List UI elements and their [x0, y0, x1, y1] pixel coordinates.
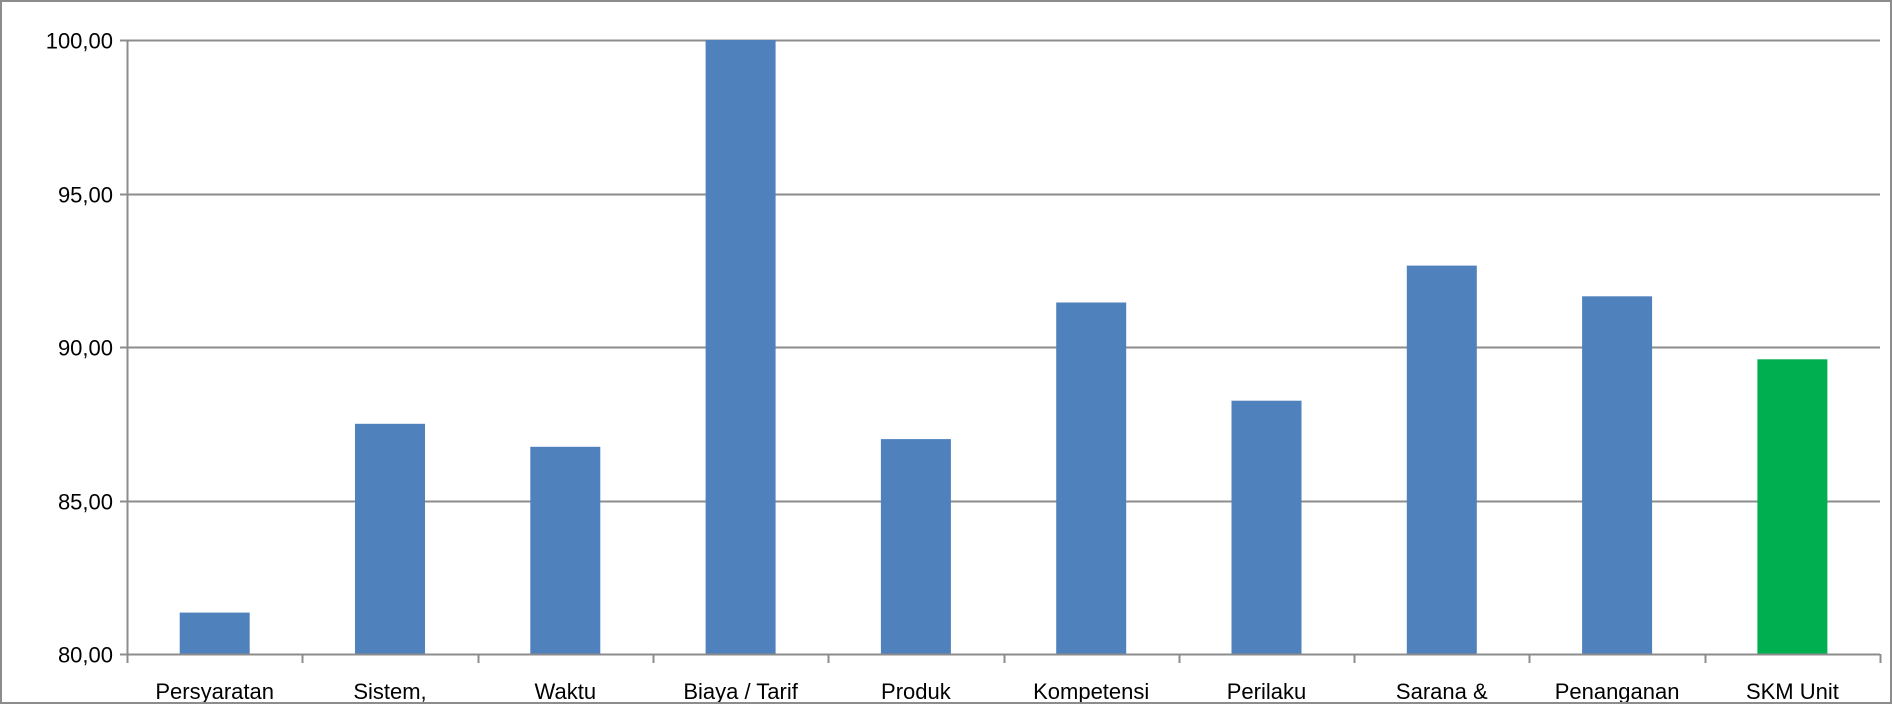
- x-tick-label: Persyaratan: [155, 679, 274, 702]
- x-tick-label: Penanganan: [1555, 679, 1680, 702]
- y-tick-label: 95,00: [58, 183, 113, 208]
- x-tick-label: Sarana &: [1396, 679, 1488, 702]
- y-tick-label: 80,00: [58, 643, 113, 668]
- bar-biaya-tarif: [705, 40, 776, 654]
- bar-persyaratan: [179, 612, 250, 654]
- x-tick-label: Produk: [881, 679, 952, 702]
- x-tick-label: Perilaku: [1227, 679, 1306, 702]
- bar-perilaku: [1231, 400, 1302, 654]
- y-tick-label: 85,00: [58, 490, 113, 515]
- bar-sistem: [355, 423, 425, 655]
- x-tick-label: Biaya / Tarif: [683, 679, 798, 702]
- bar-penanganan: [1582, 296, 1653, 654]
- bar-produk: [880, 439, 951, 654]
- x-tick-label: Kompetensi: [1033, 679, 1149, 702]
- bar-kompetensi: [1056, 302, 1127, 654]
- bar-waktu: [530, 446, 601, 654]
- bar-skm-unit: [1757, 359, 1828, 654]
- x-tick-label: Waktu: [535, 679, 597, 702]
- y-tick-label: 90,00: [58, 336, 113, 361]
- x-tick-label: SKM Unit: [1746, 679, 1839, 702]
- x-tick-label: Sistem,: [353, 679, 426, 702]
- y-tick-label: 100,00: [46, 29, 113, 54]
- bar-sarana: [1406, 265, 1477, 654]
